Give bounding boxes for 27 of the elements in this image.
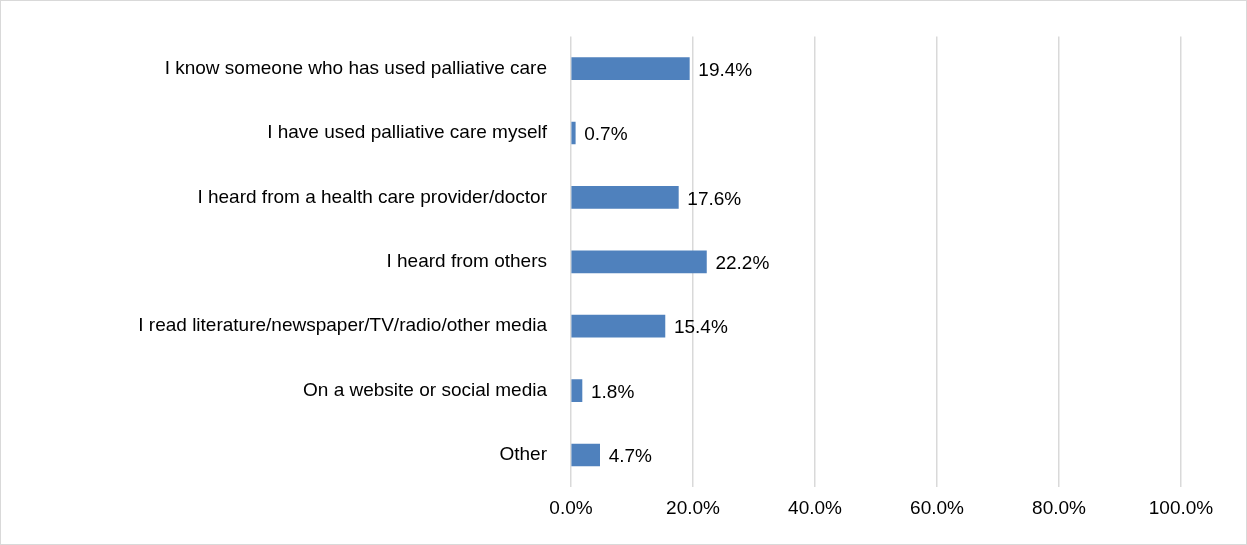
bar <box>571 443 600 467</box>
x-tick-label: 20.0% <box>666 496 721 518</box>
x-tick-label: 100.0% <box>1148 496 1214 518</box>
data-label: 4.7% <box>608 445 653 467</box>
data-label: 17.6% <box>687 187 742 209</box>
x-tick-label: 40.0% <box>788 496 843 518</box>
y-tick-label: I read literature/newspaper/TV/radio/other media <box>138 314 548 336</box>
x-tick-label: 60.0% <box>910 496 965 518</box>
data-label: 15.4% <box>673 316 728 338</box>
bar <box>571 314 666 338</box>
data-label: 1.8% <box>590 380 635 402</box>
y-tick-label: On a website or social media <box>303 378 548 400</box>
y-tick-label: I have used palliative care myself <box>267 121 548 143</box>
bar <box>571 379 583 402</box>
bar <box>571 250 707 274</box>
bar <box>571 57 690 80</box>
x-tick-label: 80.0% <box>1032 496 1087 518</box>
data-label: 19.4% <box>698 58 753 80</box>
data-label: 0.7% <box>584 123 628 145</box>
data-label: 22.2% <box>715 252 770 274</box>
bar <box>571 186 679 209</box>
bar <box>571 121 576 145</box>
x-tick-label: 0.0% <box>549 496 593 518</box>
y-tick-label: I heard from a health care provider/doctor <box>197 185 548 207</box>
y-tick-label: I know someone who has used palliative care <box>164 56 547 78</box>
y-tick-label: Other <box>499 443 548 465</box>
y-tick-label: I heard from others <box>386 250 547 272</box>
